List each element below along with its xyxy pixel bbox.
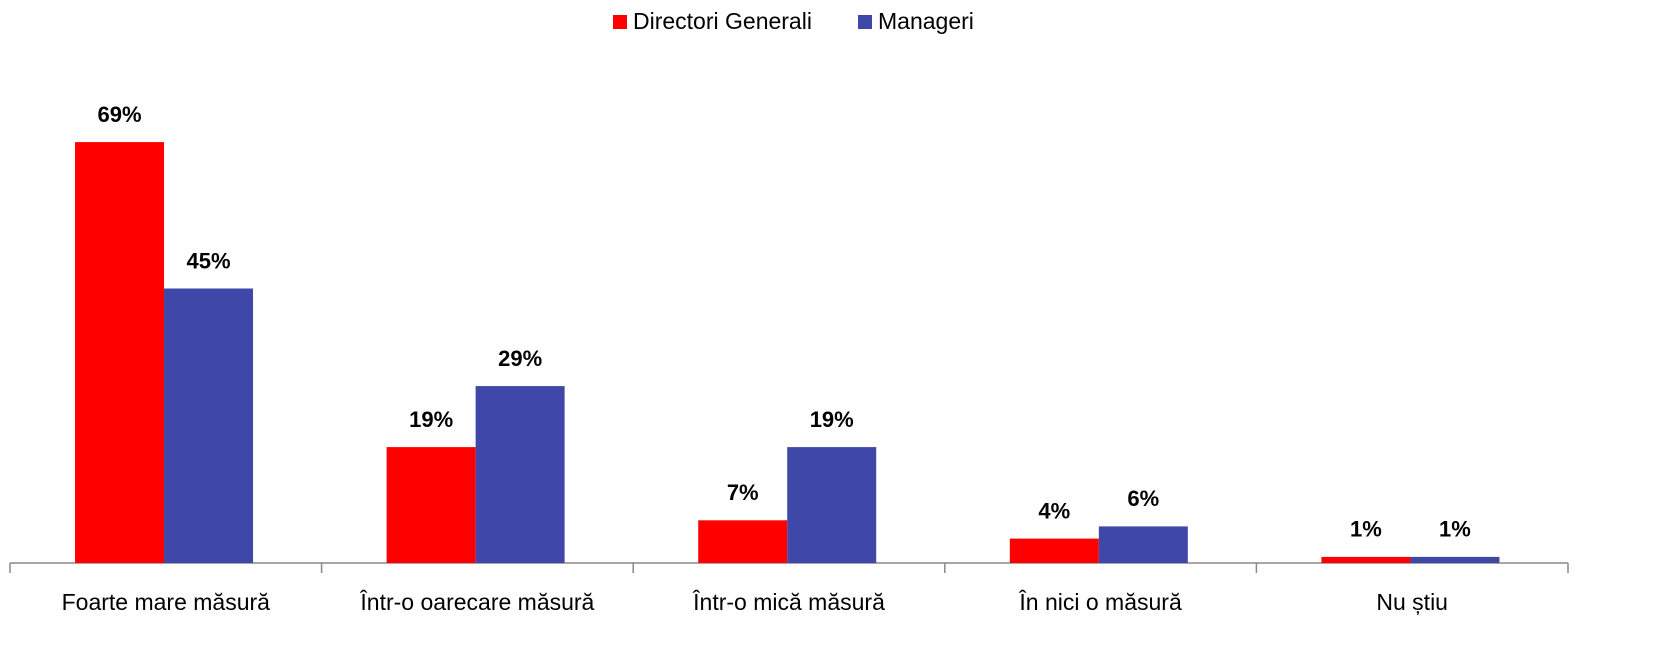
- data-label: 19%: [409, 407, 453, 432]
- bar: [787, 447, 877, 563]
- bar: [164, 288, 254, 563]
- data-label: 6%: [1127, 486, 1159, 511]
- bar: [698, 520, 788, 563]
- legend-label: Directori Generali: [633, 8, 812, 34]
- data-label: 1%: [1439, 517, 1471, 542]
- x-tick-label: Într-o oarecare măsură: [359, 589, 594, 615]
- bar: [1410, 556, 1500, 563]
- data-label: 1%: [1350, 517, 1382, 542]
- x-tick-label: În nici o măsură: [1018, 589, 1182, 615]
- x-tick-label: Într-o mică măsură: [692, 589, 885, 615]
- bar: [1321, 556, 1411, 563]
- x-tick-label: Foarte mare măsură: [62, 589, 271, 615]
- data-label: 19%: [810, 407, 854, 432]
- legend-label: Manageri: [878, 8, 974, 34]
- x-tick-label: Nu știu: [1376, 589, 1448, 615]
- bar: [386, 447, 476, 563]
- data-label: 7%: [727, 480, 759, 505]
- data-label: 45%: [186, 248, 230, 273]
- legend-swatch: [858, 15, 872, 29]
- legend-swatch: [613, 15, 627, 29]
- bar: [1009, 538, 1099, 563]
- bar: [75, 142, 165, 563]
- data-label: 69%: [97, 102, 141, 127]
- data-label: 29%: [498, 346, 542, 371]
- data-label: 4%: [1038, 498, 1070, 523]
- bar: [1098, 526, 1188, 563]
- bar: [475, 386, 565, 563]
